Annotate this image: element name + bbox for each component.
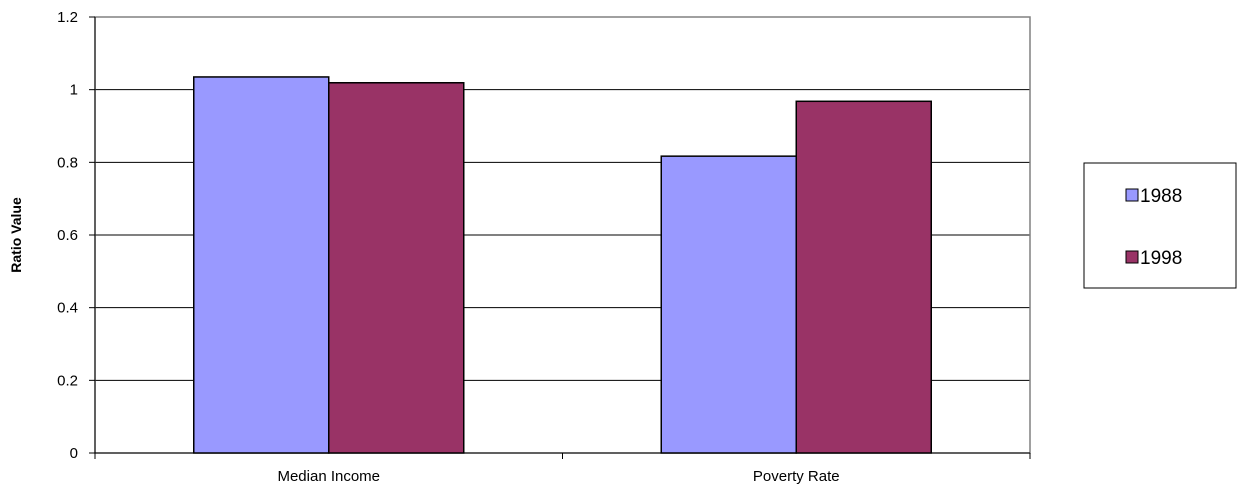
legend-swatch-1988 xyxy=(1125,188,1139,202)
legend-box xyxy=(1083,162,1237,289)
y-tick-label: 0.4 xyxy=(57,300,78,317)
bar-1998-poverty-rate xyxy=(795,100,932,454)
bar-1988-poverty-rate xyxy=(660,155,797,454)
bar-1998-median-income xyxy=(328,82,465,454)
x-tick-label: Poverty Rate xyxy=(753,468,840,485)
legend-swatch-1998 xyxy=(1125,250,1139,264)
y-tick-label: 0 xyxy=(70,445,78,462)
y-tick-label: 0.8 xyxy=(57,154,78,171)
y-tick-label: 0.2 xyxy=(57,372,78,389)
x-tick-label: Median Income xyxy=(277,468,380,485)
legend: 1988 1998 xyxy=(1083,162,1237,289)
y-tick-label: 1 xyxy=(70,82,78,99)
y-axis-title: Ratio Value xyxy=(8,197,24,273)
x-tick-labels: Median Income Poverty Rate xyxy=(277,468,839,485)
legend-label-1998: 1998 xyxy=(1140,248,1182,269)
y-tick-label: 1.2 xyxy=(57,9,78,26)
y-tick-labels: 0 0.2 0.4 0.6 0.8 1 1.2 xyxy=(57,9,78,462)
axes xyxy=(89,16,1031,459)
legend-label-1988: 1988 xyxy=(1140,186,1182,207)
bar-1988-median-income xyxy=(193,76,330,454)
y-tick-label: 0.6 xyxy=(57,227,78,244)
bars xyxy=(193,76,932,454)
